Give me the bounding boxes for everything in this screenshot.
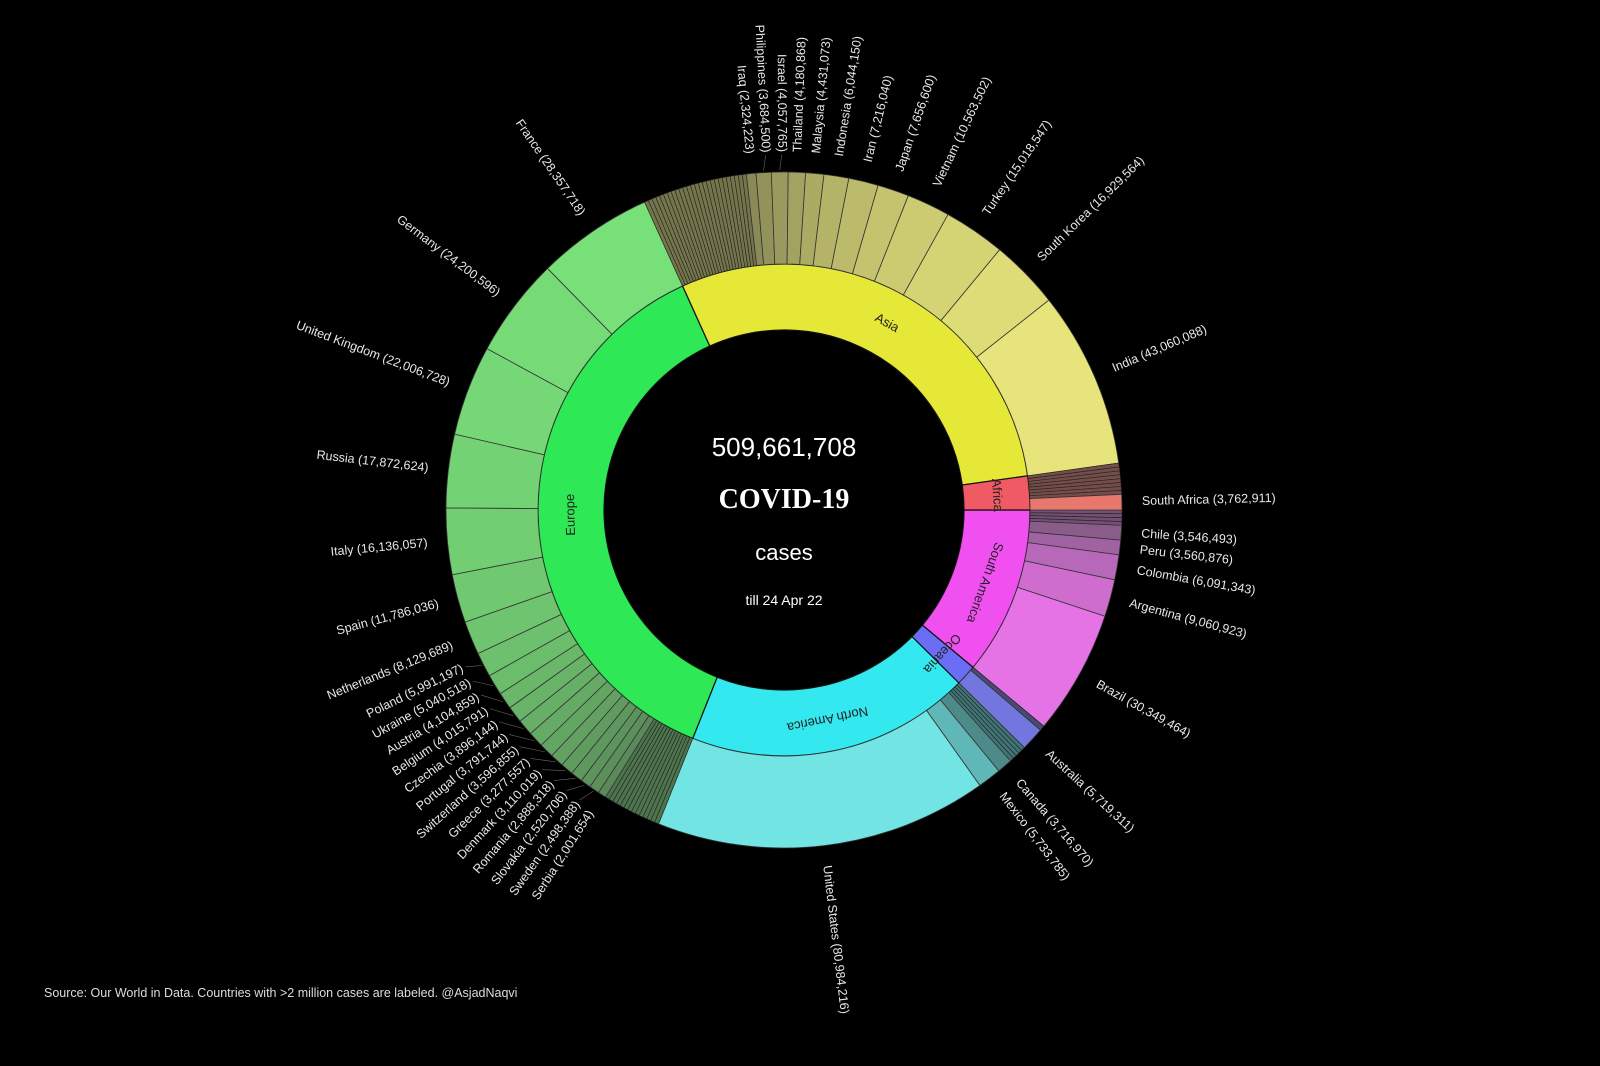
label-leader-line — [472, 680, 494, 687]
country-label-united-states: United States (80,984,216) — [820, 865, 852, 1015]
country-label-south-korea: South Korea (16,929,564) — [1034, 154, 1147, 265]
country-label-malaysia: Malaysia (4,431,073) — [809, 37, 834, 155]
country-label-iran: Iran (7,216,040) — [861, 74, 896, 164]
label-leader-line — [541, 769, 566, 771]
country-label-colombia: Colombia (6,091,343) — [1136, 563, 1257, 597]
country-label-argentina: Argentina (9,060,923) — [1128, 596, 1248, 641]
country-label-united-kingdom: United Kingdom (22,006,728) — [294, 318, 452, 389]
country-label-turkey: Turkey (15,018,547) — [980, 117, 1055, 217]
country-label-russia: Russia (17,872,624) — [316, 448, 429, 475]
country-label-germany: Germany (24,200,596) — [394, 212, 503, 299]
label-leader-line — [498, 721, 524, 729]
country-label-spain: Spain (11,786,036) — [335, 597, 440, 638]
country-label-israel: Israel (4,057,765) — [775, 54, 790, 152]
country-label-peru: Peru (3,560,876) — [1139, 543, 1234, 567]
source-note: Source: Our World in Data. Countries wit… — [44, 986, 518, 1000]
label-leader-line — [553, 778, 576, 781]
country-label-vietnam: Vietnam (10,563,502) — [930, 75, 994, 189]
label-leader-line — [519, 746, 546, 753]
country-label-italy: Italy (16,136,057) — [330, 536, 428, 559]
country-slice-united-states[interactable] — [658, 709, 981, 849]
country-label-chile: Chile (3,546,493) — [1141, 526, 1238, 546]
country-label-france: France (28,357,718) — [513, 117, 589, 218]
label-leader-line — [779, 154, 782, 171]
label-leader-line — [579, 791, 594, 801]
country-label-japan: Japan (7,656,600) — [892, 73, 938, 174]
country-label-south-africa: South Africa (3,762,911) — [1142, 491, 1276, 508]
center-title: COVID-19 — [719, 484, 850, 515]
country-slice-israel[interactable] — [770, 171, 789, 265]
country-label-indonesia: Indonesia (6,044,150) — [832, 35, 865, 157]
country-label-thailand: Thailand (4,180,868) — [790, 37, 808, 153]
continent-label-europe: Europe — [562, 494, 578, 536]
country-label-india: India (43,060,088) — [1110, 322, 1209, 375]
label-leader-line — [530, 758, 556, 763]
label-leader-line — [480, 694, 504, 703]
label-leader-line — [489, 708, 514, 716]
label-leader-line — [508, 734, 535, 742]
center-date: till 24 Apr 22 — [745, 592, 822, 608]
label-leader-line — [566, 784, 585, 791]
label-leader-line — [465, 665, 482, 668]
country-label-brazil: Brazil (30,349,464) — [1094, 677, 1193, 741]
continent-label-africa: Africa — [989, 478, 1006, 513]
country-label-iraq: Iraq (2,324,223) — [734, 64, 757, 154]
label-leader-line — [763, 155, 766, 171]
center-total: 509,661,708 — [712, 432, 857, 462]
country-slice-south-africa[interactable] — [1029, 493, 1123, 511]
country-label-philippines: Philippines (3,684,500) — [753, 24, 774, 152]
center-subtitle: cases — [755, 540, 812, 565]
